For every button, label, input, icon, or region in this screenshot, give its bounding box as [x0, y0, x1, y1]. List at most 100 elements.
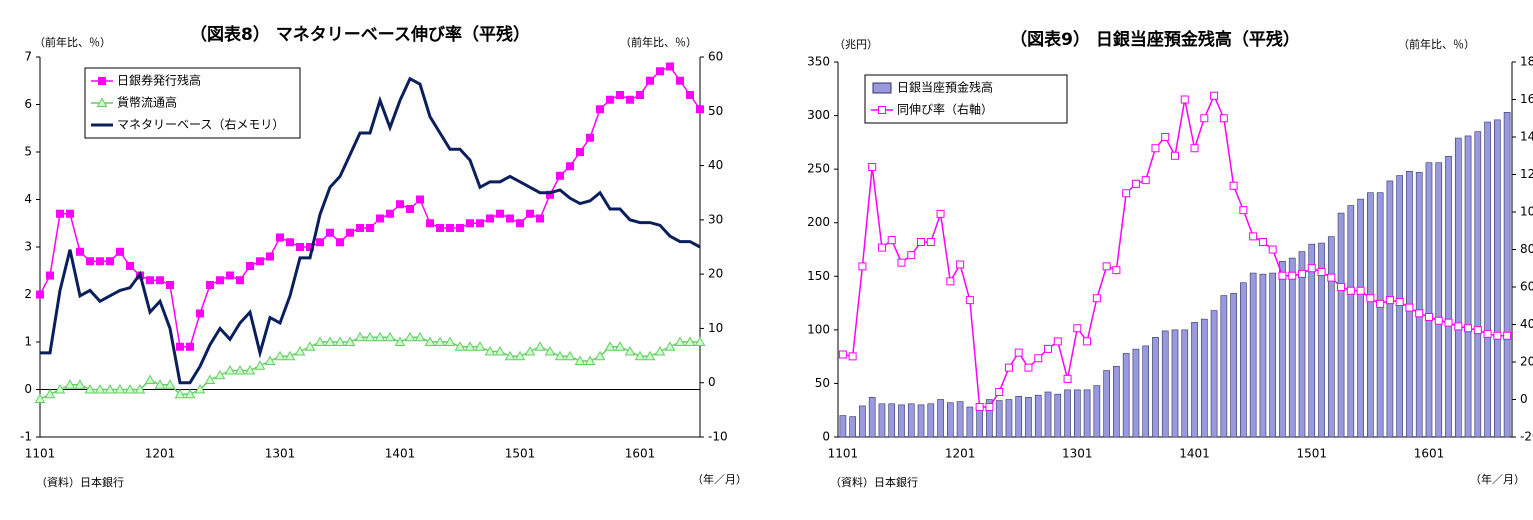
marker: [386, 209, 394, 218]
bar: [927, 403, 935, 438]
bar: [947, 402, 954, 438]
y-tick-label: 3: [24, 240, 32, 254]
marker: [354, 331, 366, 342]
y-axis-label: （前年比、％）: [34, 35, 111, 49]
marker: [1356, 286, 1365, 295]
bar: [1113, 365, 1120, 438]
bar: [1054, 393, 1062, 438]
marker: [476, 219, 484, 228]
marker: [344, 336, 356, 346]
marker: [696, 105, 704, 114]
marker: [544, 345, 556, 356]
marker: [366, 224, 374, 232]
marker: [296, 243, 304, 251]
bar: [1415, 172, 1423, 438]
y2-tick-label: 60: [1520, 280, 1533, 294]
marker: [1239, 206, 1248, 215]
bar: [1386, 180, 1394, 438]
marker: [1014, 348, 1023, 357]
bar: [888, 403, 896, 438]
marker: [1034, 354, 1043, 363]
bar: [1005, 399, 1013, 438]
marker: [524, 345, 536, 356]
marker: [514, 350, 526, 361]
bar: [1367, 192, 1374, 438]
bar: [1015, 395, 1023, 438]
marker: [104, 383, 116, 394]
marker: [336, 238, 344, 247]
bar: [1503, 112, 1511, 438]
marker: [926, 238, 935, 246]
marker: [326, 228, 334, 237]
x-tick-label: 1101: [25, 447, 56, 461]
y-axis-label: （兆円）: [834, 38, 878, 51]
marker: [1278, 271, 1287, 280]
marker: [114, 383, 126, 394]
marker: [496, 209, 504, 218]
bar: [1171, 329, 1179, 438]
legend-box: [84, 67, 301, 139]
y-tick-label: 5: [24, 145, 32, 159]
marker: [144, 374, 156, 384]
y-tick-label: 0: [822, 430, 830, 444]
y2-tick-label: 0: [708, 375, 716, 389]
marker: [526, 209, 534, 218]
marker: [126, 262, 134, 270]
marker: [534, 341, 546, 351]
marker: [694, 336, 706, 346]
bar: [1210, 310, 1218, 438]
x-tick-label: 1401: [385, 447, 416, 461]
bar: [1025, 397, 1032, 438]
marker: [46, 271, 54, 280]
x-tick-label: 1501: [505, 447, 536, 461]
marker: [1454, 322, 1463, 331]
marker: [446, 224, 454, 232]
marker: [304, 341, 316, 351]
marker: [1405, 303, 1414, 312]
marker: [606, 95, 614, 104]
bar: [1230, 293, 1237, 438]
y2-tick-label: -20: [1520, 430, 1533, 444]
marker: [54, 383, 66, 394]
marker: [917, 238, 926, 246]
marker: [284, 350, 296, 361]
marker: [214, 369, 226, 380]
marker: [1141, 176, 1150, 185]
bar: [1122, 353, 1130, 438]
x-tick-label: 1201: [145, 447, 176, 461]
bar: [1357, 198, 1364, 438]
marker: [356, 224, 364, 232]
marker: [624, 345, 636, 356]
marker: [254, 360, 266, 370]
marker: [1122, 189, 1131, 198]
marker: [334, 336, 346, 346]
marker: [286, 238, 294, 247]
bar: [859, 405, 866, 438]
bar: [1494, 119, 1501, 438]
y2-tick-label: 10: [708, 321, 723, 335]
bar: [1191, 322, 1198, 438]
marker: [376, 214, 384, 223]
marker: [1151, 144, 1160, 153]
marker: [654, 345, 666, 356]
marker: [887, 236, 896, 245]
marker: [1073, 324, 1082, 333]
marker: [1102, 262, 1111, 271]
marker: [1210, 91, 1219, 100]
marker: [94, 383, 106, 394]
x-axis-label: （年／月）: [1470, 472, 1525, 486]
marker: [206, 281, 214, 289]
bar: [1034, 394, 1042, 438]
marker: [174, 388, 186, 399]
marker: [186, 342, 194, 351]
marker: [166, 281, 174, 289]
y2-tick-label: 60: [708, 50, 723, 64]
bar: [986, 399, 993, 438]
marker: [224, 364, 236, 375]
marker: [1190, 144, 1199, 153]
line: [40, 76, 701, 385]
marker: [76, 247, 84, 256]
marker: [134, 383, 146, 394]
bar: [1298, 251, 1306, 438]
marker: [1385, 296, 1394, 305]
